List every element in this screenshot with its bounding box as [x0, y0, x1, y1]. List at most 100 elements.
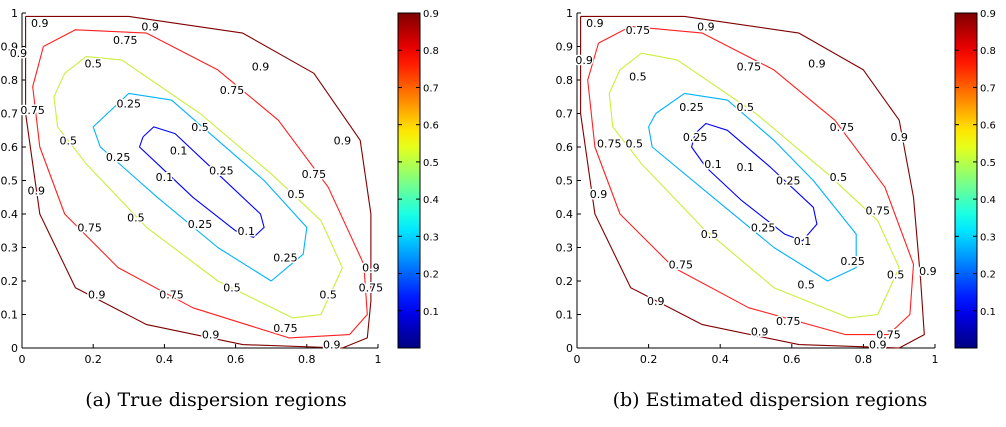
y-tick-label: 0 [566, 342, 573, 355]
y-tick-label: 0.5 [1, 175, 19, 188]
contour-label: 0.1 [238, 225, 256, 238]
contour-label: 0.25 [209, 164, 234, 177]
colorbar-tick-label: 0.9 [980, 9, 996, 20]
contour-label: 0.9 [586, 17, 604, 30]
x-tick-label: 0.2 [640, 353, 658, 366]
colorbar-tick-label: 0.9 [423, 9, 439, 20]
colorbar-tick-label: 0.7 [980, 83, 996, 94]
contour-line-0-1 [138, 126, 265, 238]
contour-line-0-9 [25, 15, 372, 349]
colorbar [954, 12, 978, 349]
contour-label: 0.5 [737, 101, 755, 114]
contour-label: 0.5 [701, 228, 719, 241]
contour-line-0-25 [92, 92, 308, 282]
contour-label: 0.9 [10, 47, 28, 60]
colorbar-tick-label: 0.5 [980, 158, 996, 169]
colorbar-tick-label: 0.1 [423, 307, 439, 318]
contour-label: 0.5 [84, 57, 102, 70]
colorbar-tick-label: 0.3 [980, 232, 996, 243]
x-tick-label: 0 [19, 353, 26, 366]
y-tick-label: 0.5 [556, 175, 574, 188]
contour-label: 0.9 [362, 262, 380, 275]
contour-label: 0.25 [683, 131, 708, 144]
contour-label: 0.5 [60, 134, 78, 147]
y-tick-label: 0 [11, 342, 18, 355]
contour-label: 0.75 [626, 24, 651, 37]
contour-label: 0.9 [141, 20, 159, 33]
contour-label: 0.9 [647, 295, 665, 308]
y-tick-label: 0.7 [556, 108, 574, 121]
x-tick-label: 0.8 [298, 353, 316, 366]
contour-line-0-5 [53, 56, 343, 319]
contour-label: 0.25 [840, 255, 865, 268]
colorbar-tick-label: 0.7 [423, 83, 439, 94]
contour-label: 0.9 [869, 339, 887, 352]
contour-label: 0.25 [106, 151, 131, 164]
contour-label: 0.75 [273, 322, 298, 335]
contour-label: 0.75 [830, 121, 855, 134]
x-tick-label: 1 [932, 353, 939, 366]
x-tick-label: 0.6 [227, 353, 245, 366]
contour-label: 0.5 [319, 288, 337, 301]
x-tick-label: 0.6 [783, 353, 801, 366]
x-tick-label: 0.4 [156, 353, 174, 366]
contour-label: 0.25 [751, 221, 776, 234]
colorbar-tick-label: 0.1 [980, 307, 996, 318]
contour-line-0-5 [608, 52, 900, 319]
contour-label: 0.75 [776, 315, 801, 328]
y-tick-label: 0.1 [1, 309, 19, 322]
y-tick-label: 0.7 [1, 108, 19, 121]
colorbar-tick-label: 0.6 [980, 121, 996, 132]
contour-label: 0.5 [797, 278, 815, 291]
contour-label: 0.75 [597, 138, 622, 151]
y-tick-label: 0.3 [1, 242, 19, 255]
contour-label: 0.25 [776, 175, 801, 188]
x-tick-label: 0.8 [855, 353, 873, 366]
colorbar-tick-label: 0.8 [980, 46, 996, 57]
contour-label: 0.75 [220, 84, 245, 97]
contour-label: 0.5 [830, 171, 848, 184]
y-tick-label: 0.6 [556, 141, 574, 154]
y-tick-label: 0.2 [1, 275, 19, 288]
contour-label: 0.5 [223, 282, 241, 295]
x-tick-label: 0.2 [84, 353, 102, 366]
y-tick-label: 0.4 [556, 208, 574, 221]
y-tick-label: 0.8 [1, 74, 19, 87]
y-tick-label: 0.2 [556, 275, 574, 288]
contour-label: 0.9 [590, 188, 608, 201]
contour-label: 0.9 [808, 57, 826, 70]
colorbar-tick-label: 0.2 [980, 270, 996, 281]
x-tick-label: 0 [574, 353, 581, 366]
contour-label: 0.1 [794, 235, 812, 248]
contour-line-0-75 [32, 29, 368, 339]
y-tick-label: 1 [566, 7, 573, 20]
contour-label: 0.75 [20, 104, 45, 117]
contour-label: 0.75 [865, 205, 890, 218]
contour-label: 0.9 [252, 61, 270, 74]
contour-label: 0.75 [113, 34, 138, 47]
contour-label: 0.9 [31, 17, 49, 30]
y-tick-label: 0.9 [1, 41, 19, 54]
caption: (a) True dispersion regions [85, 389, 346, 411]
colorbar-tick-label: 0.3 [423, 232, 439, 243]
contour-label: 0.1 [704, 158, 722, 171]
contour-label: 0.9 [27, 185, 45, 198]
contour-label: 0.1 [737, 161, 755, 174]
colorbar [397, 12, 421, 349]
x-tick-label: 0.4 [711, 353, 729, 366]
contour-label: 0.9 [334, 134, 352, 147]
contour-label: 0.25 [117, 97, 142, 110]
panel-true-dispersion: 0 0.2 0.4 0.6 0.8 1 0 0.1 0.2 0.3 0.4 0.5 0.6 0.7 0.8 0… [1, 7, 439, 411]
contour-label: 0.1 [156, 171, 174, 184]
contour-label: 0.25 [188, 218, 213, 231]
y-tick-label: 0.3 [556, 242, 574, 255]
contour-line-0-25 [648, 92, 857, 282]
contour-label: 0.9 [323, 339, 341, 352]
contour-label: 0.5 [287, 188, 305, 201]
panel-estimated-dispersion: 0 0.2 0.4 0.6 0.8 100.10.20.30.40.50.60.70.80… [556, 7, 996, 411]
contour-label: 0.75 [359, 282, 384, 295]
y-tick-label: 0.4 [1, 208, 19, 221]
contour-label: 0.25 [273, 252, 298, 265]
contour-label: 0.75 [159, 288, 184, 301]
